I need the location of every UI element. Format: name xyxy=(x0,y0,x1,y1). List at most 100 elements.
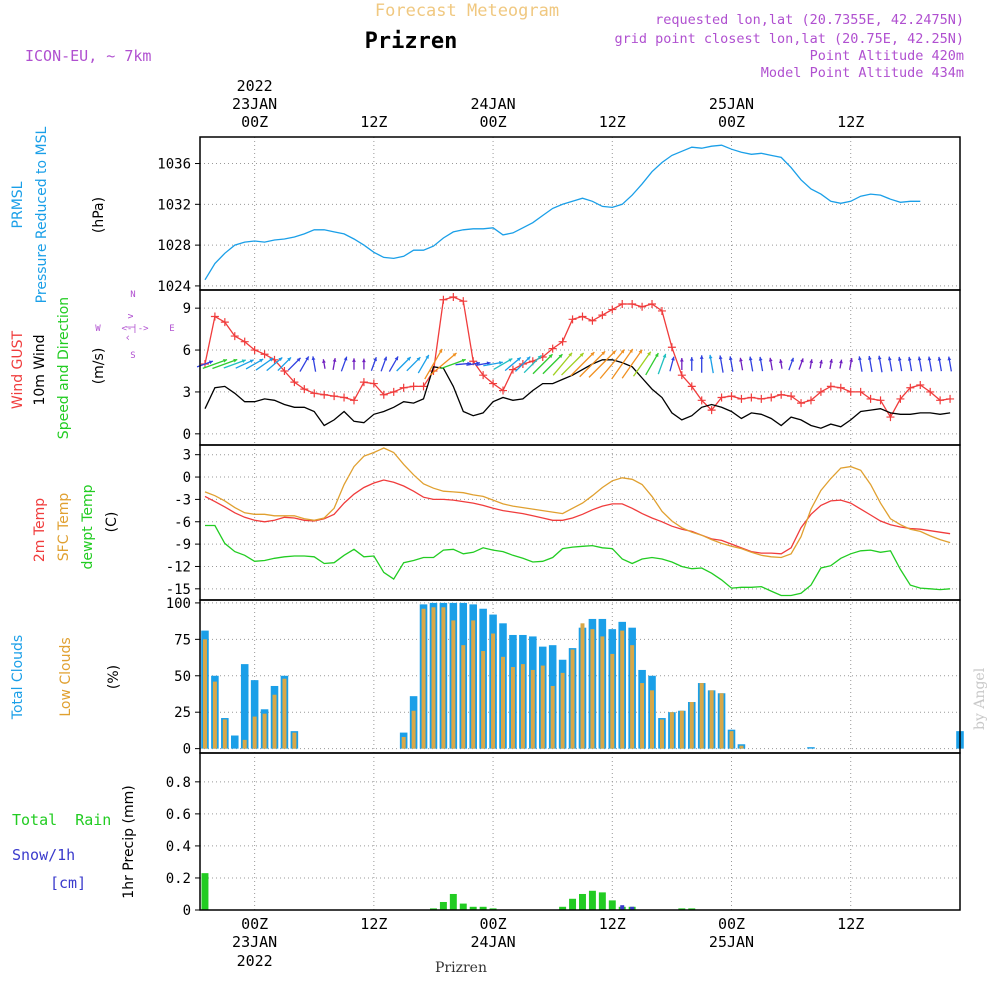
rain-bar xyxy=(598,892,606,910)
bottom-time-label: 00Z xyxy=(241,915,268,933)
low-cloud-bar xyxy=(610,653,615,749)
gust-point xyxy=(687,382,696,391)
low-cloud-bar xyxy=(411,710,416,749)
gust-point xyxy=(240,337,249,346)
rain-bar xyxy=(469,906,477,910)
wind-arrow xyxy=(579,350,606,378)
top-time-label: 00Z xyxy=(241,113,268,131)
gust-point xyxy=(588,316,597,325)
wind-arrow xyxy=(440,358,466,370)
low-cloud-bar xyxy=(451,620,456,749)
wind-arrow-head xyxy=(917,356,922,361)
wind-arrow xyxy=(532,353,553,375)
snow-bar xyxy=(630,906,635,910)
clouds-ytick-label: 0 xyxy=(183,742,191,758)
rain-bar xyxy=(559,906,567,910)
top-time-label: 2022 xyxy=(237,77,273,95)
wind-frame xyxy=(199,289,961,446)
rain-bar xyxy=(439,901,447,910)
temp-line-dewpt-temp xyxy=(205,524,951,597)
wind-ytick-label: 0 xyxy=(183,427,191,443)
top-time-label: 24JAN xyxy=(470,95,515,113)
wind-arrow-head xyxy=(937,356,942,361)
gust-point xyxy=(210,312,219,321)
pressure-ytick-label: 1032 xyxy=(157,197,191,213)
wind-arrow-head xyxy=(305,356,309,361)
low-cloud-bar xyxy=(650,690,655,749)
wind-arrow-head xyxy=(343,356,348,361)
wind-arrow xyxy=(202,358,228,370)
wind-arrow-head xyxy=(223,358,228,363)
low-cloud-bar xyxy=(292,732,297,749)
wind-arrow-head xyxy=(748,356,753,361)
wind-arrow-head xyxy=(383,356,388,361)
gust-point xyxy=(399,383,408,392)
clouds-ytick-label: 50 xyxy=(174,669,191,685)
low-cloud-bar xyxy=(560,672,565,749)
wind-arrow-head xyxy=(708,354,713,359)
low-cloud-bar xyxy=(719,693,724,749)
low-cloud-bar xyxy=(421,608,426,749)
wind-arrow-head xyxy=(568,352,573,357)
low-cloud-bar xyxy=(729,731,734,749)
low-cloud-bar xyxy=(431,607,436,749)
wind-arrow-head xyxy=(416,357,421,362)
wind-arrow-head xyxy=(638,349,643,354)
gust-point xyxy=(340,393,349,402)
wind-arrow-head xyxy=(907,356,912,361)
temp-panel: -15 -12 -9 -6 -3 0 3 xyxy=(166,444,961,601)
wind-ytick-label: 3 xyxy=(183,385,191,401)
precip-frame xyxy=(199,752,961,911)
gust-point xyxy=(836,383,845,392)
wind-arrow xyxy=(599,349,625,379)
gust-point xyxy=(499,386,508,395)
gust-point xyxy=(946,394,955,403)
low-cloud-bar xyxy=(461,645,466,749)
wind-arrow xyxy=(523,354,542,374)
gust-point xyxy=(389,387,398,396)
wind-arrow-head xyxy=(679,358,684,362)
gust-point xyxy=(866,394,875,403)
wind-arrow xyxy=(570,351,595,377)
gust-point xyxy=(896,394,905,403)
low-cloud-bar xyxy=(520,664,525,749)
gust-point xyxy=(300,385,309,394)
wind-line-wind-gust xyxy=(204,296,951,419)
low-cloud-bar xyxy=(570,649,575,749)
compass-n: N xyxy=(130,290,135,300)
rain-bar xyxy=(449,893,457,910)
wind-arrow-head xyxy=(579,352,584,357)
wind-arrow-head xyxy=(352,358,356,362)
compass-w: W xyxy=(95,324,101,334)
wind-arrow-head xyxy=(259,359,264,363)
low-cloud-bar xyxy=(640,683,645,749)
wind-arrow-head xyxy=(662,353,667,358)
compass-e: E xyxy=(169,324,174,334)
gust-point xyxy=(826,382,835,391)
temp-ytick-label: -6 xyxy=(174,515,191,531)
wind-arrow-head xyxy=(839,359,843,364)
gust-point xyxy=(280,366,289,375)
wind-label-c: Speed and Direction xyxy=(56,297,72,439)
temp-ytick-label: 0 xyxy=(183,470,191,486)
wind-arrow-head xyxy=(208,360,213,365)
gust-point xyxy=(459,297,468,306)
wind-arrow-head xyxy=(779,359,783,364)
wind-arrow-head xyxy=(858,356,862,361)
gust-point xyxy=(310,389,319,398)
pressure-line-prmsl xyxy=(204,144,921,281)
low-cloud-bar xyxy=(242,739,247,749)
gust-point xyxy=(707,406,716,415)
wind-arrow-head xyxy=(438,348,443,353)
gust-point xyxy=(558,337,567,346)
rain-bar xyxy=(479,906,487,910)
precip-ytick-label: 0.6 xyxy=(166,807,191,823)
top-title: Forecast Meteogram xyxy=(375,1,559,21)
temp-ytick-label: 3 xyxy=(183,448,191,464)
bottom-time-label: 25JAN xyxy=(709,933,754,951)
wind-arrow-head xyxy=(629,349,633,353)
bottom-time-label: 00Z xyxy=(480,915,507,933)
wind-arrow-head xyxy=(768,357,773,362)
wind-arrow-head xyxy=(526,356,531,361)
gust-point xyxy=(220,318,229,327)
